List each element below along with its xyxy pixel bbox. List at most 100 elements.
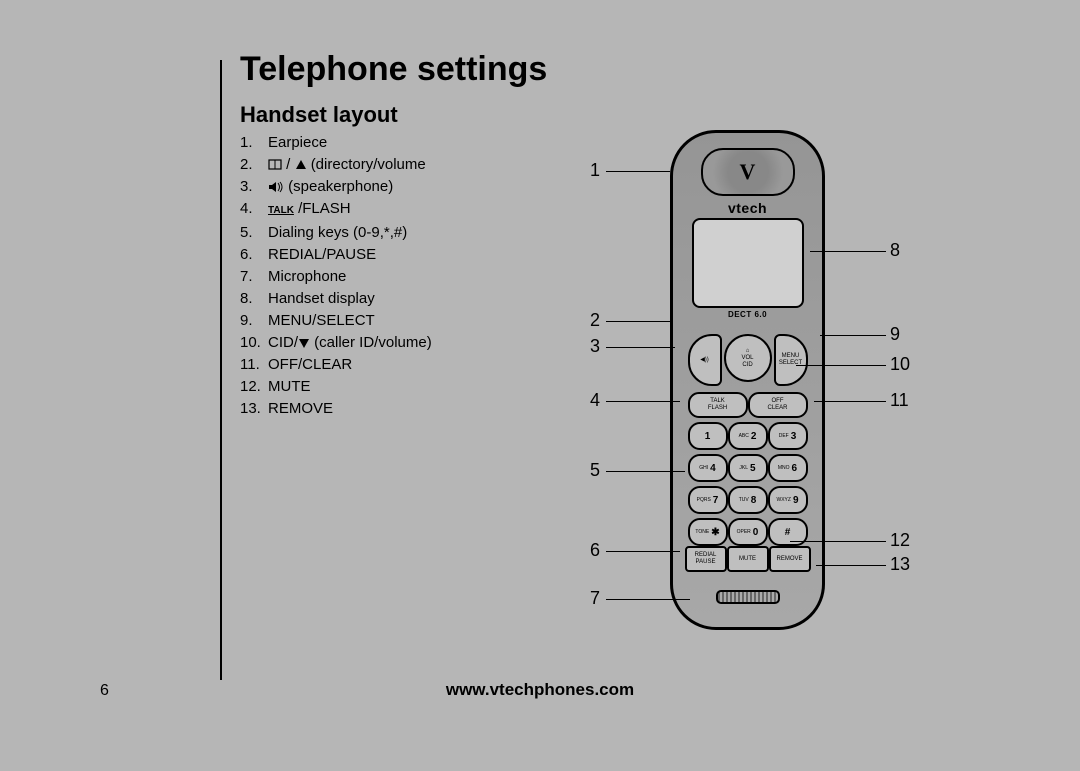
handset-display xyxy=(692,218,804,308)
callout-leader xyxy=(796,365,886,366)
callout-number: 9 xyxy=(890,324,900,345)
legend-number: 6. xyxy=(240,244,268,266)
handset-diagram: V vtech DECT 6.0 ◀)) ⌂ VOL CID MENU SELE… xyxy=(530,120,960,680)
callout-leader xyxy=(814,401,886,402)
callout-number: 2 xyxy=(590,310,600,331)
legend-item: 10.CID/ (caller ID/volume) xyxy=(240,332,432,354)
callout-leader xyxy=(606,401,680,402)
legend-number: 12. xyxy=(240,376,268,398)
callout-number: 3 xyxy=(590,336,600,357)
section-subtitle: Handset layout xyxy=(240,102,398,128)
callout-leader xyxy=(606,551,680,552)
callout-leader xyxy=(810,251,886,252)
legend-number: 11. xyxy=(240,354,268,376)
dial-key: OPER0 xyxy=(728,518,768,546)
talk-flash-button: TALK FLASH xyxy=(688,392,748,418)
off-clear-button: OFF CLEAR xyxy=(748,392,808,418)
legend-number: 7. xyxy=(240,266,268,288)
legend-number: 10. xyxy=(240,332,268,354)
legend-item: 13.REMOVE xyxy=(240,398,432,420)
legend-item: 4.TALK /FLASH xyxy=(240,198,432,222)
legend-list: 1.Earpiece2. / (directory/volume3. (spea… xyxy=(240,132,432,420)
callout-number: 4 xyxy=(590,390,600,411)
dial-key: GHI4 xyxy=(688,454,728,482)
dial-key: TONE✱ xyxy=(688,518,728,546)
page-content: Telephone settings Handset layout 1.Earp… xyxy=(100,50,980,710)
bottom-button: REMOVE xyxy=(769,546,811,572)
legend-item: 1.Earpiece xyxy=(240,132,432,154)
legend-item: 12.MUTE xyxy=(240,376,432,398)
legend-number: 9. xyxy=(240,310,268,332)
page-title: Telephone settings xyxy=(240,50,547,89)
keypad-row: 1ABC2DEF3 xyxy=(688,422,808,450)
callout-leader xyxy=(606,347,675,348)
brand-label: vtech xyxy=(670,200,825,216)
callout-number: 10 xyxy=(890,354,910,375)
function-row: TALK FLASH OFF CLEAR xyxy=(688,392,808,418)
callout-leader xyxy=(820,335,886,336)
legend-item: 9.MENU/SELECT xyxy=(240,310,432,332)
callout-number: 8 xyxy=(890,240,900,261)
legend-text: (speakerphone) xyxy=(268,176,393,198)
dial-key: MNO6 xyxy=(768,454,808,482)
phone-illustration: V vtech DECT 6.0 ◀)) ⌂ VOL CID MENU SELE… xyxy=(670,130,825,630)
legend-number: 4. xyxy=(240,198,268,222)
callout-leader xyxy=(606,599,690,600)
nav-left: ◀)) xyxy=(688,334,722,386)
legend-item: 7.Microphone xyxy=(240,266,432,288)
dial-key: TUV8 xyxy=(728,486,768,514)
callout-leader xyxy=(606,471,685,472)
dial-key: JKL5 xyxy=(728,454,768,482)
callout-number: 1 xyxy=(590,160,600,181)
nav-up-icon: ⌂ xyxy=(746,348,750,355)
legend-number: 2. xyxy=(240,154,268,176)
legend-number: 13. xyxy=(240,398,268,420)
callout-leader xyxy=(790,541,886,542)
vertical-divider xyxy=(220,60,222,680)
dial-key: WXYZ9 xyxy=(768,486,808,514)
footer-url: www.vtechphones.com xyxy=(100,680,980,700)
legend-text: Earpiece xyxy=(268,132,327,154)
nav-cid-label: CID xyxy=(742,362,752,369)
legend-text: Microphone xyxy=(268,266,346,288)
callout-leader xyxy=(606,171,670,172)
legend-item: 8.Handset display xyxy=(240,288,432,310)
callout-number: 5 xyxy=(590,460,600,481)
speaker-icon: ◀)) xyxy=(700,357,709,364)
nav-menu-label: MENU xyxy=(782,353,800,360)
microphone xyxy=(716,590,780,604)
legend-number: 8. xyxy=(240,288,268,310)
flash-label: FLASH xyxy=(708,405,727,412)
legend-item: 5.Dialing keys (0-9,*,#) xyxy=(240,222,432,244)
manual-page: Telephone settings Handset layout 1.Earp… xyxy=(0,0,1080,771)
legend-text: TALK /FLASH xyxy=(268,198,351,222)
legend-number: 1. xyxy=(240,132,268,154)
legend-text: MENU/SELECT xyxy=(268,310,375,332)
bottom-button: REDIALPAUSE xyxy=(685,546,727,572)
dial-key: PQRS7 xyxy=(688,486,728,514)
callout-number: 12 xyxy=(890,530,910,551)
nav-center: ⌂ VOL CID xyxy=(724,334,772,382)
legend-text: Handset display xyxy=(268,288,375,310)
legend-text: REDIAL/PAUSE xyxy=(268,244,376,266)
dial-key: ABC2 xyxy=(728,422,768,450)
bottom-button: MUTE xyxy=(727,546,769,572)
talk-label: TALK xyxy=(710,398,725,405)
keypad-row: GHI4JKL5MNO6 xyxy=(688,454,808,482)
off-label: OFF xyxy=(772,398,784,405)
legend-number: 3. xyxy=(240,176,268,198)
legend-text: REMOVE xyxy=(268,398,333,420)
nav-vol-label: VOL xyxy=(741,355,753,362)
dect-label: DECT 6.0 xyxy=(670,310,825,319)
legend-text: CID/ (caller ID/volume) xyxy=(268,332,432,354)
earpiece-logo: V xyxy=(740,159,756,185)
nav-right: MENU SELECT xyxy=(774,334,808,386)
keypad-row: PQRS7TUV8WXYZ9 xyxy=(688,486,808,514)
callout-number: 7 xyxy=(590,588,600,609)
callout-number: 11 xyxy=(890,390,909,411)
clear-label: CLEAR xyxy=(767,405,787,412)
legend-text: MUTE xyxy=(268,376,311,398)
dial-key: DEF3 xyxy=(768,422,808,450)
callout-leader xyxy=(816,565,886,566)
dial-key: 1 xyxy=(688,422,728,450)
